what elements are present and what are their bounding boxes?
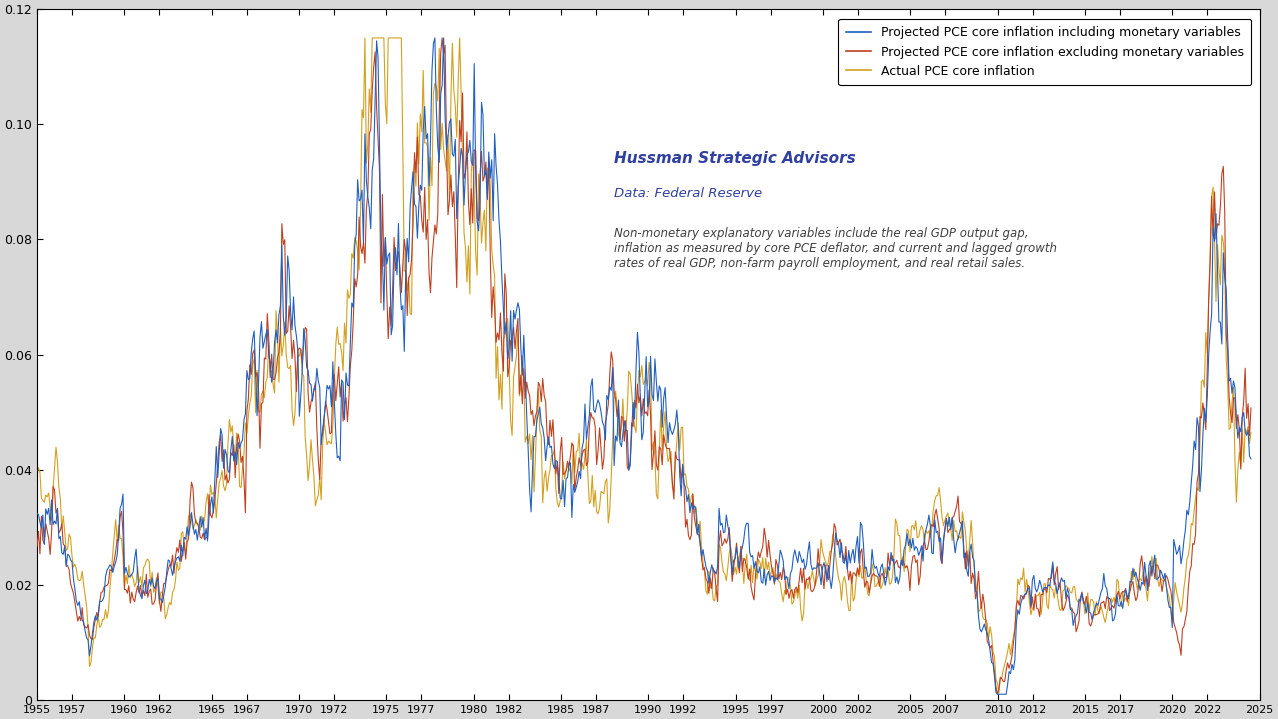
Projected PCE core inflation excluding monetary variables [435,34,450,42]
Actual PCE core inflation [860,590,875,598]
Actual PCE core inflation [891,531,906,540]
Projected PCE core inflation excluding monetary variables [473,170,488,179]
Projected PCE core inflation excluding monetary variables [989,690,1005,699]
Actual PCE core inflation [358,34,373,42]
Projected PCE core inflation excluding monetary variables [860,577,875,586]
Projected PCE core inflation including monetary variables [303,380,318,389]
Text: Non-monetary explanatory variables include the real GDP output gap,
inflation as: Non-monetary explanatory variables inclu… [615,226,1057,270]
Line: Actual PCE core inflation: Actual PCE core inflation [37,38,1251,693]
Projected PCE core inflation excluding monetary variables [322,429,337,438]
Legend: Projected PCE core inflation including monetary variables, Projected PCE core in: Projected PCE core inflation including m… [838,19,1251,86]
Projected PCE core inflation including monetary variables [989,690,1005,699]
Projected PCE core inflation including monetary variables [427,34,442,42]
Actual PCE core inflation [473,193,488,201]
Projected PCE core inflation including monetary variables [29,509,45,518]
Text: Data: Federal Reserve: Data: Federal Reserve [615,188,762,201]
Projected PCE core inflation including monetary variables [473,198,488,206]
Projected PCE core inflation including monetary variables [364,166,380,175]
Actual PCE core inflation [303,436,318,444]
Projected PCE core inflation including monetary variables [322,381,337,390]
Actual PCE core inflation [366,34,381,42]
Projected PCE core inflation excluding monetary variables [364,87,380,96]
Projected PCE core inflation excluding monetary variables [1243,403,1259,412]
Actual PCE core inflation [992,689,1007,697]
Projected PCE core inflation excluding monetary variables [891,562,906,571]
Projected PCE core inflation including monetary variables [860,572,875,581]
Actual PCE core inflation [1243,428,1259,436]
Projected PCE core inflation including monetary variables [1243,454,1259,463]
Line: Projected PCE core inflation excluding monetary variables: Projected PCE core inflation excluding m… [37,38,1251,695]
Actual PCE core inflation [322,439,337,447]
Text: Hussman Strategic Advisors: Hussman Strategic Advisors [615,151,856,166]
Actual PCE core inflation [29,472,45,480]
Line: Projected PCE core inflation including monetary variables: Projected PCE core inflation including m… [37,38,1251,695]
Projected PCE core inflation excluding monetary variables [29,542,45,551]
Projected PCE core inflation excluding monetary variables [303,398,318,406]
Projected PCE core inflation including monetary variables [891,580,906,588]
